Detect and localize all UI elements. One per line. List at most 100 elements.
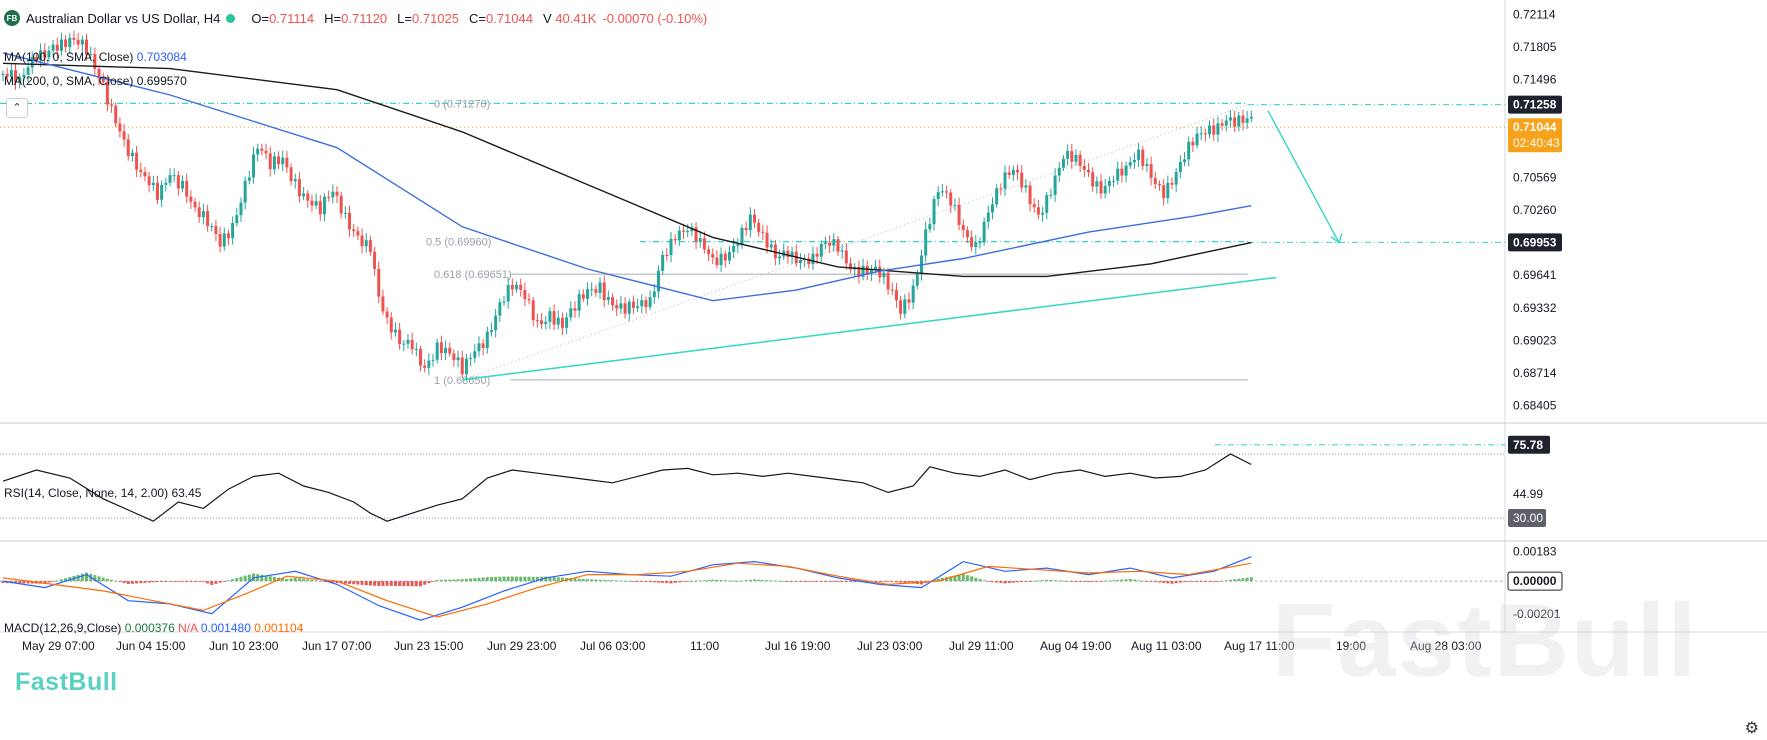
candle-body	[506, 284, 510, 302]
candle-body	[172, 175, 176, 177]
candle-body	[1170, 182, 1174, 185]
candle-body	[548, 311, 552, 322]
macd-histogram-bar	[448, 579, 452, 582]
candle-body	[444, 347, 448, 354]
macd-histogram-bar	[168, 581, 172, 582]
candle-body	[932, 199, 936, 225]
candle-body	[381, 296, 385, 312]
macd-histogram-bar	[1149, 581, 1153, 582]
macd-histogram-bar	[953, 575, 957, 582]
macd-histogram-bar	[590, 579, 594, 582]
macd-histogram-bar	[281, 578, 285, 582]
macd-histogram-bar	[1091, 581, 1095, 582]
candle-body	[68, 37, 72, 48]
candle-body	[226, 233, 230, 239]
macd-histogram-bar	[686, 581, 690, 582]
candle-body	[598, 282, 602, 293]
macd-histogram-bar	[268, 576, 272, 582]
rsi-legend[interactable]: RSI(14, Close, None, 14, 2.00) 63.45	[4, 486, 201, 500]
candle-body	[832, 239, 836, 246]
macd-histogram-bar	[381, 581, 385, 586]
macd-hist-value: 0.000376	[124, 621, 175, 635]
ohlc-open: O=0.71114	[251, 10, 315, 26]
candle-body	[477, 343, 481, 352]
candle-body	[485, 331, 489, 349]
volume-value: 40.41K	[555, 10, 597, 26]
candle-body	[1061, 158, 1065, 168]
candle-body	[481, 343, 485, 349]
candle-body	[515, 284, 519, 290]
price-tick-label: 0.71805	[1513, 40, 1557, 54]
candle-body	[669, 239, 673, 256]
macd-histogram-bar	[886, 581, 890, 582]
macd-histogram-bar	[431, 581, 435, 582]
candle-body	[494, 315, 498, 331]
macd-histogram-bar	[114, 580, 118, 582]
macd-histogram-bar	[723, 580, 727, 582]
candle-body	[39, 50, 43, 61]
candle-body	[523, 289, 527, 300]
ohlc-close: C=0.71044	[468, 10, 533, 26]
ma200-legend[interactable]: MA(200, 0, SMA, Close) 0.699570	[4, 74, 187, 88]
candle-body	[122, 131, 126, 140]
candle-body	[748, 214, 752, 231]
candle-body	[1011, 169, 1015, 175]
macd-histogram-bar	[1137, 580, 1141, 582]
macd-histogram-bar	[656, 581, 660, 583]
macd-histogram-bar	[356, 581, 360, 585]
time-tick-label: Aug 11 03:00	[1131, 639, 1202, 653]
macd-histogram-bar	[377, 581, 381, 586]
candle-body	[189, 196, 193, 202]
candle-body	[322, 196, 326, 215]
macd-legend[interactable]: MACD(12,26,9,Close) 0.000376 N/A 0.00148…	[4, 621, 303, 635]
symbol-title[interactable]: Australian Dollar vs US Dollar, H4	[26, 10, 221, 26]
candle-body	[43, 50, 47, 58]
macd-histogram-bar	[101, 577, 105, 582]
candle-body	[1020, 172, 1024, 188]
macd-histogram-bar	[435, 579, 439, 582]
macd-histogram-bar	[782, 581, 786, 582]
candle-body	[222, 233, 226, 247]
candle-body	[1208, 125, 1212, 135]
candle-body	[694, 227, 698, 242]
macd-histogram-bar	[903, 581, 907, 583]
macd-histogram-bar	[473, 578, 477, 582]
candle-body	[498, 302, 502, 316]
collapse-legend-button[interactable]: ⌃	[6, 98, 28, 118]
candle-body	[894, 290, 898, 301]
macd-histogram-bar	[318, 580, 322, 582]
macd-tick-label: 0.00183	[1513, 544, 1557, 558]
settings-gear-icon[interactable]: ⚙	[1744, 720, 1759, 737]
candle-body	[105, 82, 109, 105]
candle-body	[531, 300, 535, 321]
ma100-legend[interactable]: MA(100, 0, SMA, Close) 0.703084	[4, 50, 187, 64]
candle-body	[1145, 164, 1149, 166]
candle-body	[510, 284, 514, 290]
candle-body	[1233, 117, 1237, 127]
candle-body	[1237, 115, 1241, 127]
time-tick-label: Jun 17 07:00	[302, 639, 372, 653]
candle-body	[193, 201, 197, 208]
macd-histogram-bar	[1145, 581, 1149, 582]
candle-body	[1162, 185, 1166, 199]
macd-na-value: N/A	[178, 621, 198, 635]
candle-body	[619, 303, 623, 309]
macd-histogram-bar	[393, 581, 397, 586]
macd-signal-line	[2, 562, 1252, 618]
close-value: 0.71044	[485, 10, 533, 26]
macd-histogram-bar	[1053, 580, 1057, 582]
candle-body	[1024, 185, 1028, 188]
macd-histogram-bar	[143, 581, 147, 583]
macd-histogram-bar	[970, 576, 974, 582]
macd-histogram-bar	[489, 577, 493, 582]
candle-body	[118, 123, 122, 132]
macd-histogram-bar	[126, 581, 130, 585]
rsi-value-tag	[1508, 435, 1550, 454]
macd-histogram-bar	[1099, 581, 1103, 582]
macd-histogram-bar	[389, 581, 393, 586]
macd-histogram-bar	[206, 581, 210, 584]
candle-body	[707, 249, 711, 255]
macd-histogram-bar	[85, 572, 88, 582]
